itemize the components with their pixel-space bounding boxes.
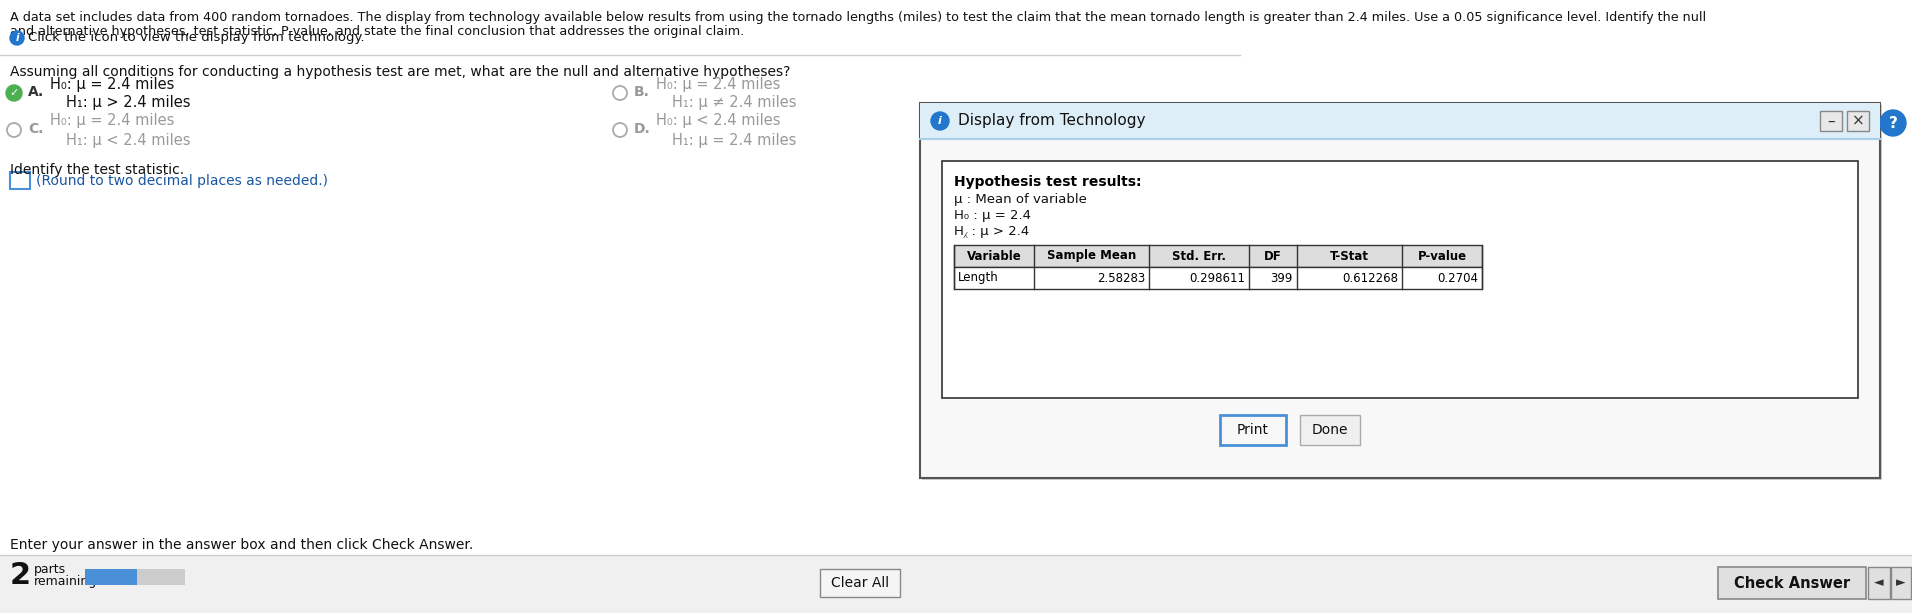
Text: Assuming all conditions for conducting a hypothesis test are met, what are the n: Assuming all conditions for conducting a… [10, 65, 790, 79]
Text: 2.58283: 2.58283 [1097, 272, 1145, 284]
Circle shape [10, 31, 25, 45]
Text: Enter your answer in the answer box and then click Check Answer.: Enter your answer in the answer box and … [10, 538, 474, 552]
Text: C.: C. [29, 122, 44, 136]
FancyBboxPatch shape [84, 569, 185, 585]
Text: H₀: μ = 2.4 miles: H₀: μ = 2.4 miles [656, 77, 780, 91]
Text: Clear All: Clear All [832, 576, 889, 590]
Circle shape [1879, 110, 1906, 136]
FancyBboxPatch shape [954, 267, 1482, 289]
Text: and alternative hypotheses, test statistic, P-value, and state the final conclus: and alternative hypotheses, test statist… [10, 25, 744, 38]
Text: H₀: μ < 2.4 miles: H₀: μ < 2.4 miles [656, 113, 780, 129]
FancyBboxPatch shape [820, 569, 901, 597]
Text: A.: A. [29, 85, 44, 99]
Text: 0.2704: 0.2704 [1438, 272, 1478, 284]
Text: ►: ► [1897, 576, 1906, 590]
Text: H₁: μ = 2.4 miles: H₁: μ = 2.4 miles [671, 132, 797, 148]
FancyBboxPatch shape [1868, 567, 1889, 599]
FancyBboxPatch shape [10, 172, 31, 189]
Text: Done: Done [1312, 423, 1348, 437]
Text: remaining: remaining [34, 574, 98, 587]
FancyBboxPatch shape [1300, 415, 1359, 445]
FancyBboxPatch shape [1220, 415, 1287, 445]
Text: Display from Technology: Display from Technology [958, 113, 1145, 129]
Text: H⁁ : μ > 2.4: H⁁ : μ > 2.4 [954, 225, 1029, 238]
FancyBboxPatch shape [954, 245, 1482, 267]
Text: –: – [1828, 113, 1836, 129]
Text: ✓: ✓ [10, 88, 19, 98]
FancyBboxPatch shape [1820, 111, 1841, 131]
FancyBboxPatch shape [84, 569, 138, 585]
Text: Length: Length [958, 272, 998, 284]
FancyBboxPatch shape [1719, 567, 1866, 599]
Text: ×: × [1851, 113, 1864, 129]
Text: ◄: ◄ [1874, 576, 1883, 590]
Text: ?: ? [1889, 115, 1897, 131]
Text: μ : Mean of variable: μ : Mean of variable [954, 193, 1086, 206]
FancyBboxPatch shape [1847, 111, 1870, 131]
Text: H₁: μ > 2.4 miles: H₁: μ > 2.4 miles [67, 96, 191, 110]
FancyBboxPatch shape [920, 103, 1879, 478]
Text: 2: 2 [10, 560, 31, 590]
Text: Click the icon to view the display from technology.: Click the icon to view the display from … [29, 31, 365, 45]
Text: H₀: μ = 2.4 miles: H₀: μ = 2.4 miles [50, 113, 174, 129]
Text: (Round to two decimal places as needed.): (Round to two decimal places as needed.) [36, 174, 329, 188]
Text: P-value: P-value [1417, 249, 1467, 262]
Text: A data set includes data from 400 random tornadoes. The display from technology : A data set includes data from 400 random… [10, 11, 1706, 24]
Text: 0.298611: 0.298611 [1189, 272, 1245, 284]
Text: H₁: μ ≠ 2.4 miles: H₁: μ ≠ 2.4 miles [671, 96, 797, 110]
FancyBboxPatch shape [0, 555, 1912, 613]
FancyBboxPatch shape [1891, 567, 1910, 599]
FancyBboxPatch shape [943, 161, 1858, 398]
Text: Variable: Variable [967, 249, 1021, 262]
Text: B.: B. [635, 85, 650, 99]
Text: H₁: μ < 2.4 miles: H₁: μ < 2.4 miles [67, 132, 191, 148]
Text: parts: parts [34, 563, 67, 576]
Text: Identify the test statistic.: Identify the test statistic. [10, 163, 184, 177]
FancyBboxPatch shape [922, 105, 1881, 480]
Text: H₀: μ = 2.4 miles: H₀: μ = 2.4 miles [50, 77, 174, 91]
Text: DF: DF [1264, 249, 1281, 262]
Circle shape [931, 112, 948, 130]
Text: Print: Print [1237, 423, 1270, 437]
Text: Check Answer: Check Answer [1734, 576, 1851, 590]
FancyBboxPatch shape [920, 103, 1879, 139]
Text: i: i [15, 33, 19, 43]
Text: H₀ : μ = 2.4: H₀ : μ = 2.4 [954, 209, 1031, 222]
Text: Hypothesis test results:: Hypothesis test results: [954, 175, 1141, 189]
Circle shape [6, 85, 23, 101]
Text: D.: D. [635, 122, 650, 136]
Text: 0.612268: 0.612268 [1342, 272, 1398, 284]
Text: T-Stat: T-Stat [1331, 249, 1369, 262]
Text: i: i [939, 116, 943, 126]
Text: Sample Mean: Sample Mean [1048, 249, 1136, 262]
Text: 399: 399 [1271, 272, 1293, 284]
Text: Std. Err.: Std. Err. [1172, 249, 1226, 262]
